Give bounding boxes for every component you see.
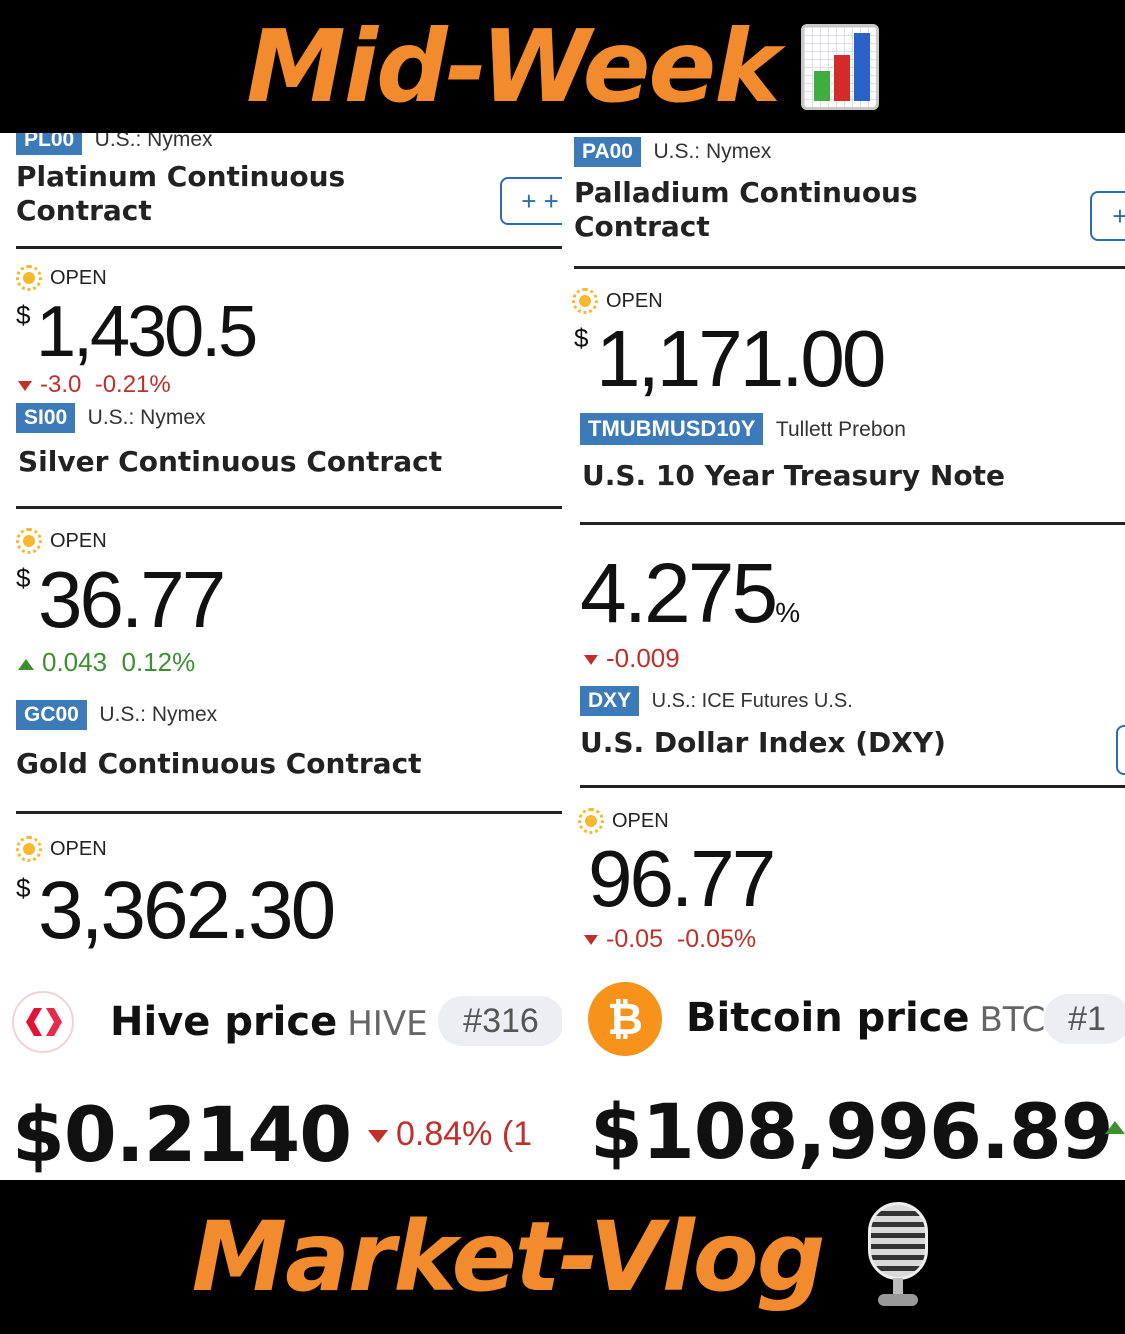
banner-title: Mid-Week	[246, 8, 780, 125]
gold-title[interactable]: Gold Continuous Contract	[16, 747, 422, 780]
microphone-icon	[863, 1202, 933, 1312]
divider	[574, 266, 1125, 269]
market-status: OPEN	[16, 265, 107, 291]
sun-icon	[16, 528, 42, 554]
add-to-watchlist-button[interactable]: +	[1090, 191, 1125, 241]
rank-badge: #316	[438, 996, 562, 1046]
market-status: OPEN	[16, 836, 107, 862]
market-status: OPEN	[16, 528, 107, 554]
platinum-title[interactable]: Platinum Continuous Contract	[16, 160, 346, 227]
market-status: OPEN	[578, 808, 669, 834]
banner-title: Market-Vlog	[191, 1201, 826, 1313]
down-arrow-icon	[368, 1129, 388, 1143]
bottom-banner: Market-Vlog	[0, 1180, 1125, 1334]
ticker-badge[interactable]: TMUBMUSD10Y	[580, 413, 764, 445]
dxy-price: 96.77	[588, 834, 776, 923]
treasury-change: -0.009	[584, 643, 680, 674]
sun-icon	[578, 808, 604, 834]
hive-price-label: Hive price HIVE	[110, 999, 428, 1045]
add-to-watchlist-button[interactable]: + +	[500, 177, 562, 225]
divider	[16, 246, 562, 249]
down-arrow-icon	[584, 935, 598, 946]
rank-badge: #1	[1044, 994, 1125, 1044]
ticker-badge[interactable]: SI00	[16, 403, 76, 433]
currency-symbol: $	[16, 563, 31, 593]
exchange-label: Tullett Prebon	[775, 418, 906, 441]
silver-title[interactable]: Silver Continuous Contract	[18, 445, 443, 478]
bitcoin-price-label: Bitcoin price BTC	[686, 995, 1046, 1041]
right-panel: PA00 U.S.: Nymex Palladium Continuous Co…	[562, 133, 1125, 1180]
ticker-badge[interactable]: PL00	[16, 133, 83, 155]
bitcoin-price: $108,996.89	[590, 1087, 1114, 1176]
up-arrow-icon	[18, 658, 34, 670]
up-arrow-icon	[1105, 1121, 1125, 1134]
bitcoin-logo-icon: ₿	[588, 982, 662, 1056]
market-status: OPEN	[572, 288, 663, 314]
palladium-title[interactable]: Palladium Continuous Contract	[574, 176, 918, 243]
ticker-badge[interactable]: PA00	[574, 137, 641, 167]
ticker-badge[interactable]: DXY	[580, 686, 640, 716]
dxy-change: -0.05 -0.05%	[584, 925, 756, 954]
hive-logo-icon	[12, 991, 74, 1053]
treasury-title[interactable]: U.S. 10 Year Treasury Note	[582, 459, 1005, 492]
currency-symbol: $	[16, 300, 31, 330]
top-banner: Mid-Week	[0, 0, 1125, 133]
ticker-badge[interactable]: GC00	[16, 700, 87, 730]
sun-icon	[16, 265, 42, 291]
platinum-price: 1,430.5	[36, 292, 258, 372]
add-to-watchlist-button[interactable]	[1116, 725, 1125, 775]
sun-icon	[16, 836, 42, 862]
silver-header: SI00 U.S.: Nymex	[16, 403, 206, 433]
currency-symbol: $	[16, 873, 31, 903]
dxy-title[interactable]: U.S. Dollar Index (DXY)	[580, 726, 946, 759]
divider	[580, 785, 1125, 788]
treasury-yield: 4.275%	[580, 546, 801, 640]
currency-symbol: $	[574, 323, 589, 353]
sun-icon	[572, 288, 598, 314]
treasury-header: TMUBMUSD10Y Tullett Prebon	[580, 413, 906, 445]
exchange-label: U.S.: Nymex	[87, 406, 206, 429]
bar-chart-icon	[800, 23, 879, 110]
silver-price: 36.77	[38, 555, 226, 644]
platinum-change: -3.0 -0.21%	[18, 371, 171, 399]
palladium-price: 1,171.00	[596, 314, 886, 403]
divider	[16, 811, 562, 814]
silver-change: 0.043 0.12%	[18, 647, 195, 678]
divider	[580, 522, 1125, 525]
exchange-label: U.S.: Nymex	[94, 133, 213, 151]
hive-price: $0.2140	[12, 1090, 352, 1179]
gold-price: 3,362.30	[38, 865, 336, 956]
down-arrow-icon	[18, 380, 32, 391]
platinum-header: PL00 U.S.: Nymex	[16, 133, 213, 155]
palladium-header: PA00 U.S.: Nymex	[574, 137, 771, 167]
hive-change: 0.84% (1	[368, 1115, 532, 1154]
left-panel: PL00 U.S.: Nymex Platinum Continuous Con…	[0, 133, 562, 1180]
divider	[16, 506, 562, 509]
gold-header: GC00 U.S.: Nymex	[16, 700, 217, 730]
exchange-label: U.S.: Nymex	[653, 140, 772, 163]
exchange-label: U.S.: Nymex	[99, 703, 218, 726]
dxy-header: DXY U.S.: ICE Futures U.S.	[580, 686, 853, 716]
exchange-label: U.S.: ICE Futures U.S.	[651, 690, 853, 712]
down-arrow-icon	[584, 655, 598, 666]
